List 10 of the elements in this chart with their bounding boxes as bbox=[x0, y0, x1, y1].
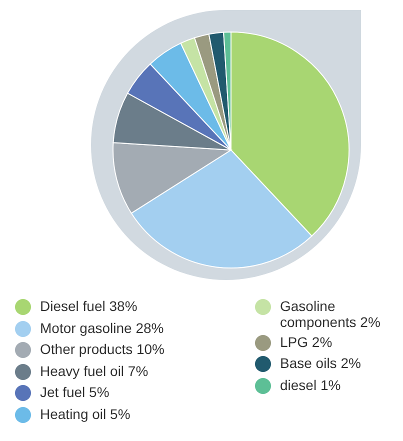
legend-label: Gasoline components 2% bbox=[280, 298, 382, 330]
legend-label: Diesel fuel 38% bbox=[40, 298, 138, 314]
legend-label: Heating oil 5% bbox=[40, 406, 130, 422]
legend-label: Jet fuel 5% bbox=[40, 384, 110, 400]
legend-label: Heavy fuel oil 7% bbox=[40, 362, 148, 378]
legend-label: LPG 2% bbox=[280, 334, 332, 350]
legend-label: diesel 1% bbox=[280, 376, 341, 392]
legend-label: Motor gasoline 28% bbox=[40, 320, 164, 336]
legend-label: Base oils 2% bbox=[280, 355, 361, 371]
legend-label: Other products 10% bbox=[40, 341, 165, 357]
